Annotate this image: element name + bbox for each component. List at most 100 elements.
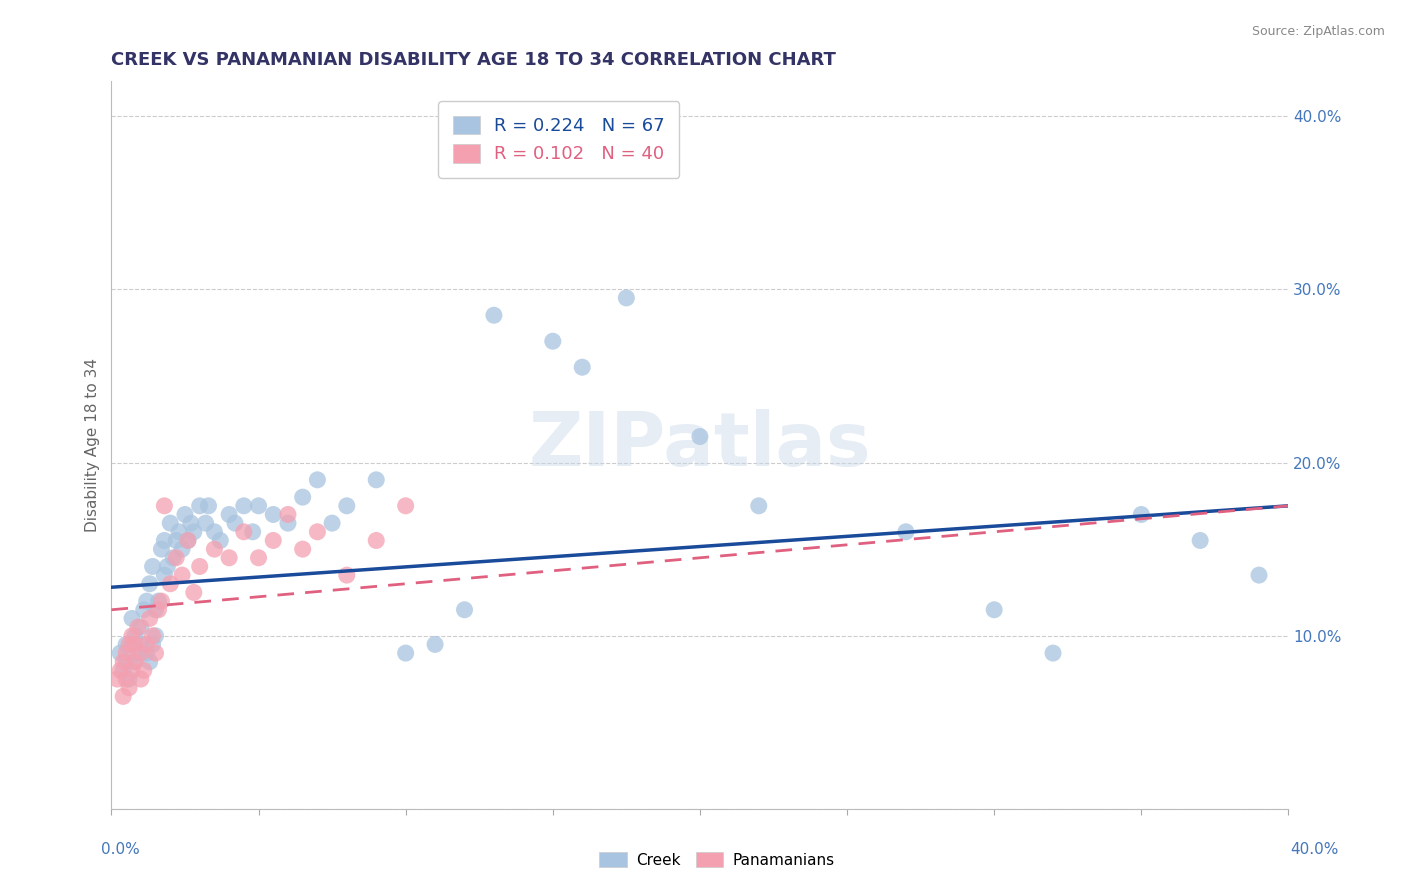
- Point: [112, 664, 135, 678]
- Point: [188, 559, 211, 574]
- Point: [180, 516, 202, 530]
- Point: [1130, 508, 1153, 522]
- Point: [121, 637, 143, 651]
- Point: [170, 568, 193, 582]
- Point: [336, 499, 359, 513]
- Point: [366, 473, 388, 487]
- Text: ZIPatlas: ZIPatlas: [529, 409, 872, 482]
- Point: [277, 516, 299, 530]
- Point: [321, 516, 343, 530]
- Point: [165, 550, 187, 565]
- Point: [121, 629, 143, 643]
- Point: [115, 672, 138, 686]
- Point: [174, 508, 197, 522]
- Point: [124, 655, 146, 669]
- Point: [138, 611, 160, 625]
- Point: [453, 603, 475, 617]
- Point: [110, 664, 132, 678]
- Point: [110, 646, 132, 660]
- Legend: R = 0.224   N = 67, R = 0.102   N = 40: R = 0.224 N = 67, R = 0.102 N = 40: [439, 102, 679, 178]
- Point: [177, 533, 200, 548]
- Point: [197, 499, 219, 513]
- Point: [247, 499, 270, 513]
- Point: [482, 308, 505, 322]
- Point: [291, 542, 314, 557]
- Point: [142, 559, 165, 574]
- Point: [142, 629, 165, 643]
- Point: [132, 603, 155, 617]
- Point: [135, 637, 157, 651]
- Point: [148, 594, 170, 608]
- Point: [115, 646, 138, 660]
- Point: [153, 499, 176, 513]
- Point: [748, 499, 770, 513]
- Y-axis label: Disability Age 18 to 34: Disability Age 18 to 34: [86, 359, 100, 533]
- Point: [112, 690, 135, 704]
- Point: [138, 576, 160, 591]
- Point: [307, 524, 329, 539]
- Point: [218, 550, 240, 565]
- Point: [124, 637, 146, 651]
- Point: [145, 629, 167, 643]
- Point: [162, 550, 184, 565]
- Point: [209, 533, 232, 548]
- Point: [124, 655, 146, 669]
- Point: [183, 524, 205, 539]
- Point: [150, 594, 173, 608]
- Text: 40.0%: 40.0%: [1291, 842, 1339, 856]
- Point: [423, 637, 446, 651]
- Point: [541, 334, 564, 349]
- Point: [247, 550, 270, 565]
- Point: [129, 646, 152, 660]
- Point: [336, 568, 359, 582]
- Point: [224, 516, 246, 530]
- Point: [894, 524, 917, 539]
- Point: [135, 594, 157, 608]
- Point: [153, 533, 176, 548]
- Point: [115, 655, 138, 669]
- Point: [571, 360, 593, 375]
- Point: [188, 499, 211, 513]
- Point: [115, 637, 138, 651]
- Point: [194, 516, 217, 530]
- Point: [156, 559, 179, 574]
- Point: [395, 499, 418, 513]
- Point: [689, 429, 711, 443]
- Text: 0.0%: 0.0%: [101, 842, 141, 856]
- Point: [121, 664, 143, 678]
- Point: [159, 576, 181, 591]
- Point: [145, 603, 167, 617]
- Point: [124, 629, 146, 643]
- Point: [1247, 568, 1270, 582]
- Point: [395, 646, 418, 660]
- Point: [129, 672, 152, 686]
- Point: [132, 664, 155, 678]
- Point: [142, 637, 165, 651]
- Point: [183, 585, 205, 599]
- Point: [170, 542, 193, 557]
- Point: [1189, 533, 1212, 548]
- Point: [153, 568, 176, 582]
- Point: [135, 646, 157, 660]
- Point: [202, 542, 225, 557]
- Point: [129, 637, 152, 651]
- Point: [366, 533, 388, 548]
- Point: [159, 516, 181, 530]
- Point: [105, 672, 128, 686]
- Legend: Creek, Panamanians: Creek, Panamanians: [593, 846, 841, 873]
- Point: [138, 655, 160, 669]
- Point: [177, 533, 200, 548]
- Point: [202, 524, 225, 539]
- Point: [127, 620, 149, 634]
- Text: CREEK VS PANAMANIAN DISABILITY AGE 18 TO 34 CORRELATION CHART: CREEK VS PANAMANIAN DISABILITY AGE 18 TO…: [111, 51, 837, 69]
- Point: [118, 681, 141, 695]
- Point: [291, 490, 314, 504]
- Point: [118, 672, 141, 686]
- Point: [218, 508, 240, 522]
- Point: [232, 524, 254, 539]
- Point: [614, 291, 637, 305]
- Point: [121, 611, 143, 625]
- Point: [307, 473, 329, 487]
- Point: [145, 646, 167, 660]
- Point: [242, 524, 264, 539]
